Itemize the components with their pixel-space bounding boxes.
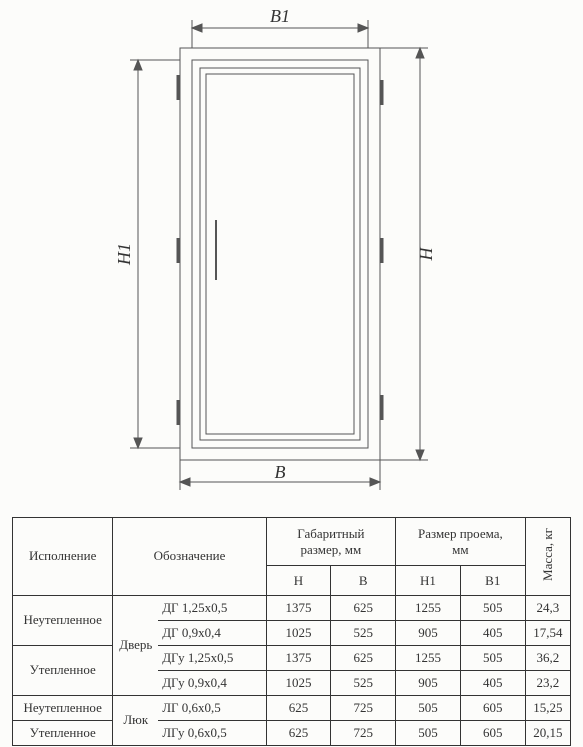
cell-type: Дверь xyxy=(113,595,158,695)
th-mass: Масса, кг xyxy=(525,518,570,596)
cell-H: 1025 xyxy=(266,670,331,695)
arrow-h-t xyxy=(416,48,424,58)
cell-H1: 905 xyxy=(396,670,461,695)
cell-B1: 605 xyxy=(460,720,525,745)
cell-m: 23,2 xyxy=(525,670,570,695)
header-row-1: Исполнение Обозначение Габаритный размер… xyxy=(13,518,571,566)
cell-H: 1025 xyxy=(266,620,331,645)
door-svg: B1 B H1 H xyxy=(0,0,583,500)
th-H1: H1 xyxy=(396,566,461,596)
cell-m: 17,54 xyxy=(525,620,570,645)
cell-H1: 505 xyxy=(396,695,461,720)
arrow-h-b xyxy=(416,450,424,460)
th-B: B xyxy=(331,566,396,596)
table-row: Неутепленное Дверь ДГ 1,25х0,5 1375 625 … xyxy=(13,595,571,620)
door-diagram: B1 B H1 H xyxy=(0,0,583,500)
arrow-h1-t xyxy=(134,60,142,70)
cell-B1: 505 xyxy=(460,595,525,620)
cell-H: 1375 xyxy=(266,645,331,670)
table-row: Неутепленное Люк ЛГ 0,6х0,5 625 725 505 … xyxy=(13,695,571,720)
cell-B1: 405 xyxy=(460,620,525,645)
cell-desig: ДГ 1,25х0,5 xyxy=(158,595,266,620)
panel-outer xyxy=(200,68,360,440)
cell-desig: ЛГ 0,6х0,5 xyxy=(158,695,266,720)
arrow-b-l xyxy=(180,478,190,486)
cell-desig: ДГ 0,9х0,4 xyxy=(158,620,266,645)
label-b1: B1 xyxy=(270,6,290,26)
cell-desig: ДГу 1,25х0,5 xyxy=(158,645,266,670)
cell-B: 625 xyxy=(331,645,396,670)
cell-B1: 505 xyxy=(460,645,525,670)
cell-m: 20,15 xyxy=(525,720,570,745)
label-h: H xyxy=(416,247,436,262)
cell-B1: 605 xyxy=(460,695,525,720)
table-row: Утепленное ДГу 1,25х0,5 1375 625 1255 50… xyxy=(13,645,571,670)
cell-H1: 1255 xyxy=(396,645,461,670)
frame-outer xyxy=(180,48,380,460)
th-proem: Размер проема, мм xyxy=(396,518,526,566)
cell-B1: 405 xyxy=(460,670,525,695)
cell-ispoln: Утепленное xyxy=(13,645,113,695)
cell-H: 625 xyxy=(266,695,331,720)
cell-type: Люк xyxy=(113,695,158,745)
table-row: Утепленное ЛГу 0,6х0,5 625 725 505 605 2… xyxy=(13,720,571,745)
label-h1: H1 xyxy=(114,243,134,266)
arrow-h1-b xyxy=(134,438,142,448)
cell-H1: 905 xyxy=(396,620,461,645)
spec-table: Исполнение Обозначение Габаритный размер… xyxy=(12,517,571,746)
arrow-b1-r xyxy=(358,24,368,32)
cell-B: 525 xyxy=(331,670,396,695)
cell-B: 725 xyxy=(331,695,396,720)
cell-B: 625 xyxy=(331,595,396,620)
cell-ispoln: Неутепленное xyxy=(13,695,113,720)
frame-mid xyxy=(192,60,368,448)
cell-B: 525 xyxy=(331,620,396,645)
cell-H: 625 xyxy=(266,720,331,745)
cell-ispoln: Утепленное xyxy=(13,720,113,745)
cell-m: 15,25 xyxy=(525,695,570,720)
label-b: B xyxy=(275,462,286,482)
cell-H1: 1255 xyxy=(396,595,461,620)
cell-H: 1375 xyxy=(266,595,331,620)
arrow-b1-l xyxy=(192,24,202,32)
cell-desig: ЛГу 0,6х0,5 xyxy=(158,720,266,745)
cell-m: 24,3 xyxy=(525,595,570,620)
arrow-b-r xyxy=(370,478,380,486)
th-H: H xyxy=(266,566,331,596)
spec-table-area: Исполнение Обозначение Габаритный размер… xyxy=(12,517,571,746)
panel-inner xyxy=(206,74,354,434)
cell-B: 725 xyxy=(331,720,396,745)
th-ispoln: Исполнение xyxy=(13,518,113,596)
cell-H1: 505 xyxy=(396,720,461,745)
th-gabarit: Габаритный размер, мм xyxy=(266,518,396,566)
cell-m: 36,2 xyxy=(525,645,570,670)
th-B1: B1 xyxy=(460,566,525,596)
cell-desig: ДГу 0,9х0,4 xyxy=(158,670,266,695)
th-desig: Обозначение xyxy=(113,518,266,596)
cell-ispoln: Неутепленное xyxy=(13,595,113,645)
